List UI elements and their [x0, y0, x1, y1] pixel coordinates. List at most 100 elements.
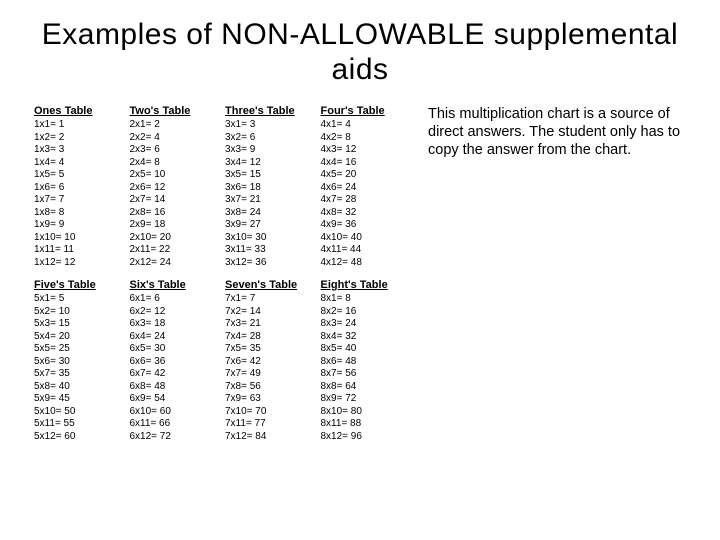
- table-row: 1x11= 11: [34, 244, 124, 257]
- multiplication-chart: Ones Table1x1= 11x2= 21x3= 31x4= 41x5= 5…: [30, 101, 410, 443]
- table-row: 1x6= 6: [34, 182, 124, 195]
- table-row: 3x8= 24: [225, 207, 315, 220]
- table-row: 1x4= 4: [34, 157, 124, 170]
- table-row: 6x2= 12: [130, 306, 220, 319]
- table-row: 3x4= 12: [225, 157, 315, 170]
- table-row: 6x7= 42: [130, 368, 220, 381]
- table-row: 7x5= 35: [225, 343, 315, 356]
- table-row: 5x12= 60: [34, 431, 124, 444]
- table-row: 7x2= 14: [225, 306, 315, 319]
- table-row: 7x1= 7: [225, 293, 315, 306]
- table-header: Two's Table: [130, 105, 220, 117]
- table-row: 4x5= 20: [321, 169, 411, 182]
- table-row: 6x4= 24: [130, 331, 220, 344]
- table-row: 4x11= 44: [321, 244, 411, 257]
- table-row: 4x12= 48: [321, 257, 411, 270]
- table-row: 8x12= 96: [321, 431, 411, 444]
- table-row: 3x7= 21: [225, 194, 315, 207]
- table-row: 2x3= 6: [130, 144, 220, 157]
- table-row: 7x3= 21: [225, 318, 315, 331]
- table-row: 6x9= 54: [130, 393, 220, 406]
- table-row: 2x7= 14: [130, 194, 220, 207]
- table-row: 6x1= 6: [130, 293, 220, 306]
- table-header: Ones Table: [34, 105, 124, 117]
- table-row: 2x1= 2: [130, 119, 220, 132]
- table-row: 5x4= 20: [34, 331, 124, 344]
- table-row: 6x6= 36: [130, 356, 220, 369]
- table-row: 4x3= 12: [321, 144, 411, 157]
- table-row: 1x8= 8: [34, 207, 124, 220]
- table-row: 5x1= 5: [34, 293, 124, 306]
- table-row: 3x3= 9: [225, 144, 315, 157]
- table-row: 3x1= 3: [225, 119, 315, 132]
- table-row: 8x3= 24: [321, 318, 411, 331]
- table-row: 2x8= 16: [130, 207, 220, 220]
- times-table-6: Six's Table 6x1= 66x2= 126x3= 186x4= 24 6x…: [130, 279, 220, 443]
- times-table-5: Five's Table5x1= 55x2= 105x3= 155x4= 205…: [34, 279, 124, 443]
- table-row: 6x12= 72: [130, 431, 220, 444]
- table-row: 8x6= 48: [321, 356, 411, 369]
- table-row: 8x7= 56: [321, 368, 411, 381]
- table-row: 8x11= 88: [321, 418, 411, 431]
- table-row: 7x4= 28: [225, 331, 315, 344]
- table-row: 5x11= 55: [34, 418, 124, 431]
- table-row: 4x8= 32: [321, 207, 411, 220]
- table-row: 6x8= 48: [130, 381, 220, 394]
- table-row: 3x11= 33: [225, 244, 315, 257]
- table-header: Six's Table: [130, 279, 220, 291]
- table-row: 2x6= 12: [130, 182, 220, 195]
- table-row: 4x7= 28: [321, 194, 411, 207]
- table-row: 4x2= 8: [321, 132, 411, 145]
- table-row: 4x9= 36: [321, 219, 411, 232]
- table-row: 1x2= 2: [34, 132, 124, 145]
- table-row: 1x10= 10: [34, 232, 124, 245]
- table-row: 5x7= 35: [34, 368, 124, 381]
- table-row: 7x12= 84: [225, 431, 315, 444]
- table-row: 2x4= 8: [130, 157, 220, 170]
- table-row: 4x6= 24: [321, 182, 411, 195]
- times-table-3: Three's Table3x1= 33x2= 63x3= 93x4= 123x…: [225, 105, 315, 269]
- table-row: 3x10= 30: [225, 232, 315, 245]
- table-row: 2x10= 20: [130, 232, 220, 245]
- table-row: 8x1= 8: [321, 293, 411, 306]
- table-row: 3x6= 18: [225, 182, 315, 195]
- table-row: 7x7= 49: [225, 368, 315, 381]
- table-row: 3x9= 27: [225, 219, 315, 232]
- table-row: 2x2= 4: [130, 132, 220, 145]
- table-row: 5x3= 15: [34, 318, 124, 331]
- table-row: 2x5= 10: [130, 169, 220, 182]
- table-header: Four's Table: [321, 105, 411, 117]
- times-table-7: Seven's Table 7x1= 77x2= 147x3= 217x4= 28…: [225, 279, 315, 443]
- times-table-8: Eight's Table8x1= 88x2= 168x3= 248x4= 32…: [321, 279, 411, 443]
- table-row: 6x11= 66: [130, 418, 220, 431]
- times-table-1: Ones Table1x1= 11x2= 21x3= 31x4= 41x5= 5…: [34, 105, 124, 269]
- table-row: 5x8= 40: [34, 381, 124, 394]
- table-row: 7x10= 70: [225, 406, 315, 419]
- table-row: 2x11= 22: [130, 244, 220, 257]
- table-row: 2x9= 18: [130, 219, 220, 232]
- table-row: 1x12= 12: [34, 257, 124, 270]
- table-row: 5x5= 25: [34, 343, 124, 356]
- table-header: Five's Table: [34, 279, 124, 291]
- table-row: 4x10= 40: [321, 232, 411, 245]
- table-row: 1x7= 7: [34, 194, 124, 207]
- table-row: 8x4= 32: [321, 331, 411, 344]
- table-row: 8x5= 40: [321, 343, 411, 356]
- caption-text: This multiplication chart is a source of…: [410, 101, 690, 443]
- table-row: 4x4= 16: [321, 157, 411, 170]
- table-header: Seven's Table: [225, 279, 315, 291]
- table-row: 7x6= 42: [225, 356, 315, 369]
- table-row: 5x10= 50: [34, 406, 124, 419]
- table-row: 6x3= 18: [130, 318, 220, 331]
- table-row: 3x12= 36: [225, 257, 315, 270]
- table-row: 8x10= 80: [321, 406, 411, 419]
- table-row: 1x5= 5: [34, 169, 124, 182]
- table-row: 8x9= 72: [321, 393, 411, 406]
- table-row: 7x8= 56: [225, 381, 315, 394]
- table-row: 1x9= 9: [34, 219, 124, 232]
- table-row: 6x10= 60: [130, 406, 220, 419]
- page-title: Examples of NON-ALLOWABLE supplemental a…: [30, 18, 690, 87]
- table-row: 3x2= 6: [225, 132, 315, 145]
- table-row: 7x11= 77: [225, 418, 315, 431]
- table-row: 4x1= 4: [321, 119, 411, 132]
